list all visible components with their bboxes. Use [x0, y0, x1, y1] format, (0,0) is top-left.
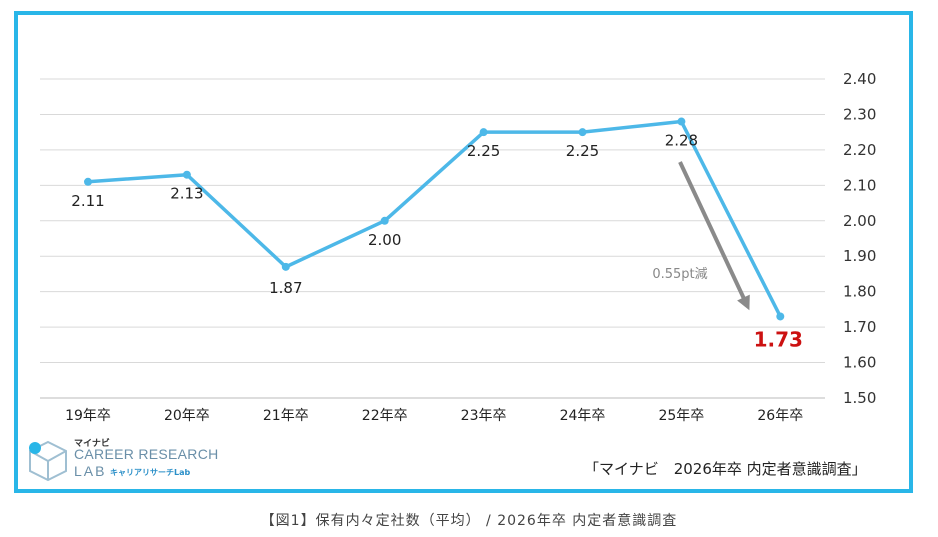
logo-subtitle: キャリアリサーチLab [110, 468, 191, 477]
x-tick-label: 19年卒 [65, 408, 111, 424]
data-label: 2.11 [71, 192, 104, 210]
data-labels: 2.11 2.13 1.87 2.00 2.25 2.25 2.28 1.73 [71, 132, 803, 352]
decrease-arrow: 0.55pt減 [652, 161, 750, 311]
x-tick-label: 22年卒 [362, 408, 408, 424]
x-axis-tick-labels: 19年卒 20年卒 21年卒 22年卒 23年卒 24年卒 25年卒 26年卒 [65, 408, 803, 424]
x-tick-label: 21年卒 [263, 408, 309, 424]
y-tick-label: 1.50 [843, 389, 876, 407]
series-polyline [87, 119, 782, 318]
y-axis-tick-labels: 1.50 1.60 1.70 1.80 1.90 2.00 2.10 2.20 2.30 2.40 [843, 70, 876, 407]
data-point [776, 312, 785, 321]
data-label: 1.73 [754, 327, 803, 351]
data-label: 2.28 [665, 132, 698, 150]
x-tick-label: 25年卒 [658, 408, 704, 424]
data-label: 2.25 [566, 142, 599, 160]
arrow-head [737, 294, 750, 311]
chart-frame [14, 11, 913, 493]
data-point [578, 128, 587, 137]
logo-cube-icon [29, 440, 67, 482]
y-tick-label: 1.90 [843, 247, 876, 265]
data-point [677, 117, 686, 126]
y-tick-label: 2.10 [843, 176, 876, 194]
career-research-lab-logo: マイナビ CAREER RESEARCH LAB キャリアリサーチLab [26, 436, 226, 484]
data-point [182, 170, 191, 179]
gridlines [40, 78, 825, 399]
data-point [380, 216, 389, 225]
y-tick-label: 1.70 [843, 318, 876, 336]
data-label: 2.13 [170, 185, 203, 203]
series-line [84, 117, 785, 321]
x-tick-label: 24年卒 [560, 408, 606, 424]
data-label: 2.00 [368, 231, 401, 249]
figure-caption: 【図1】保有内々定社数（平均） / 2026年卒 内定者意識調査 [260, 513, 678, 529]
logo-name-line2: LAB [74, 463, 107, 479]
x-tick-label: 23年卒 [461, 408, 507, 424]
annotation-label: 0.55pt減 [652, 266, 707, 282]
y-tick-label: 1.80 [843, 283, 876, 301]
data-label: 2.25 [467, 142, 500, 160]
x-tick-label: 20年卒 [164, 408, 210, 424]
data-label: 1.87 [269, 279, 302, 297]
data-point [281, 262, 290, 271]
y-tick-label: 2.00 [843, 212, 876, 230]
logo-brand: マイナビ [74, 439, 110, 449]
data-point [84, 177, 92, 186]
logo-name-line1: CAREER RESEARCH [74, 446, 219, 462]
arrow-shaft [678, 161, 748, 304]
y-tick-label: 2.30 [843, 105, 876, 123]
y-tick-label: 2.40 [843, 70, 876, 88]
x-tick-label: 26年卒 [757, 408, 803, 424]
data-point [479, 128, 488, 137]
y-tick-label: 2.20 [843, 141, 876, 159]
y-tick-label: 1.60 [843, 354, 876, 372]
source-note: 「マイナビ 2026年卒 内定者意識調査」 [584, 460, 867, 478]
